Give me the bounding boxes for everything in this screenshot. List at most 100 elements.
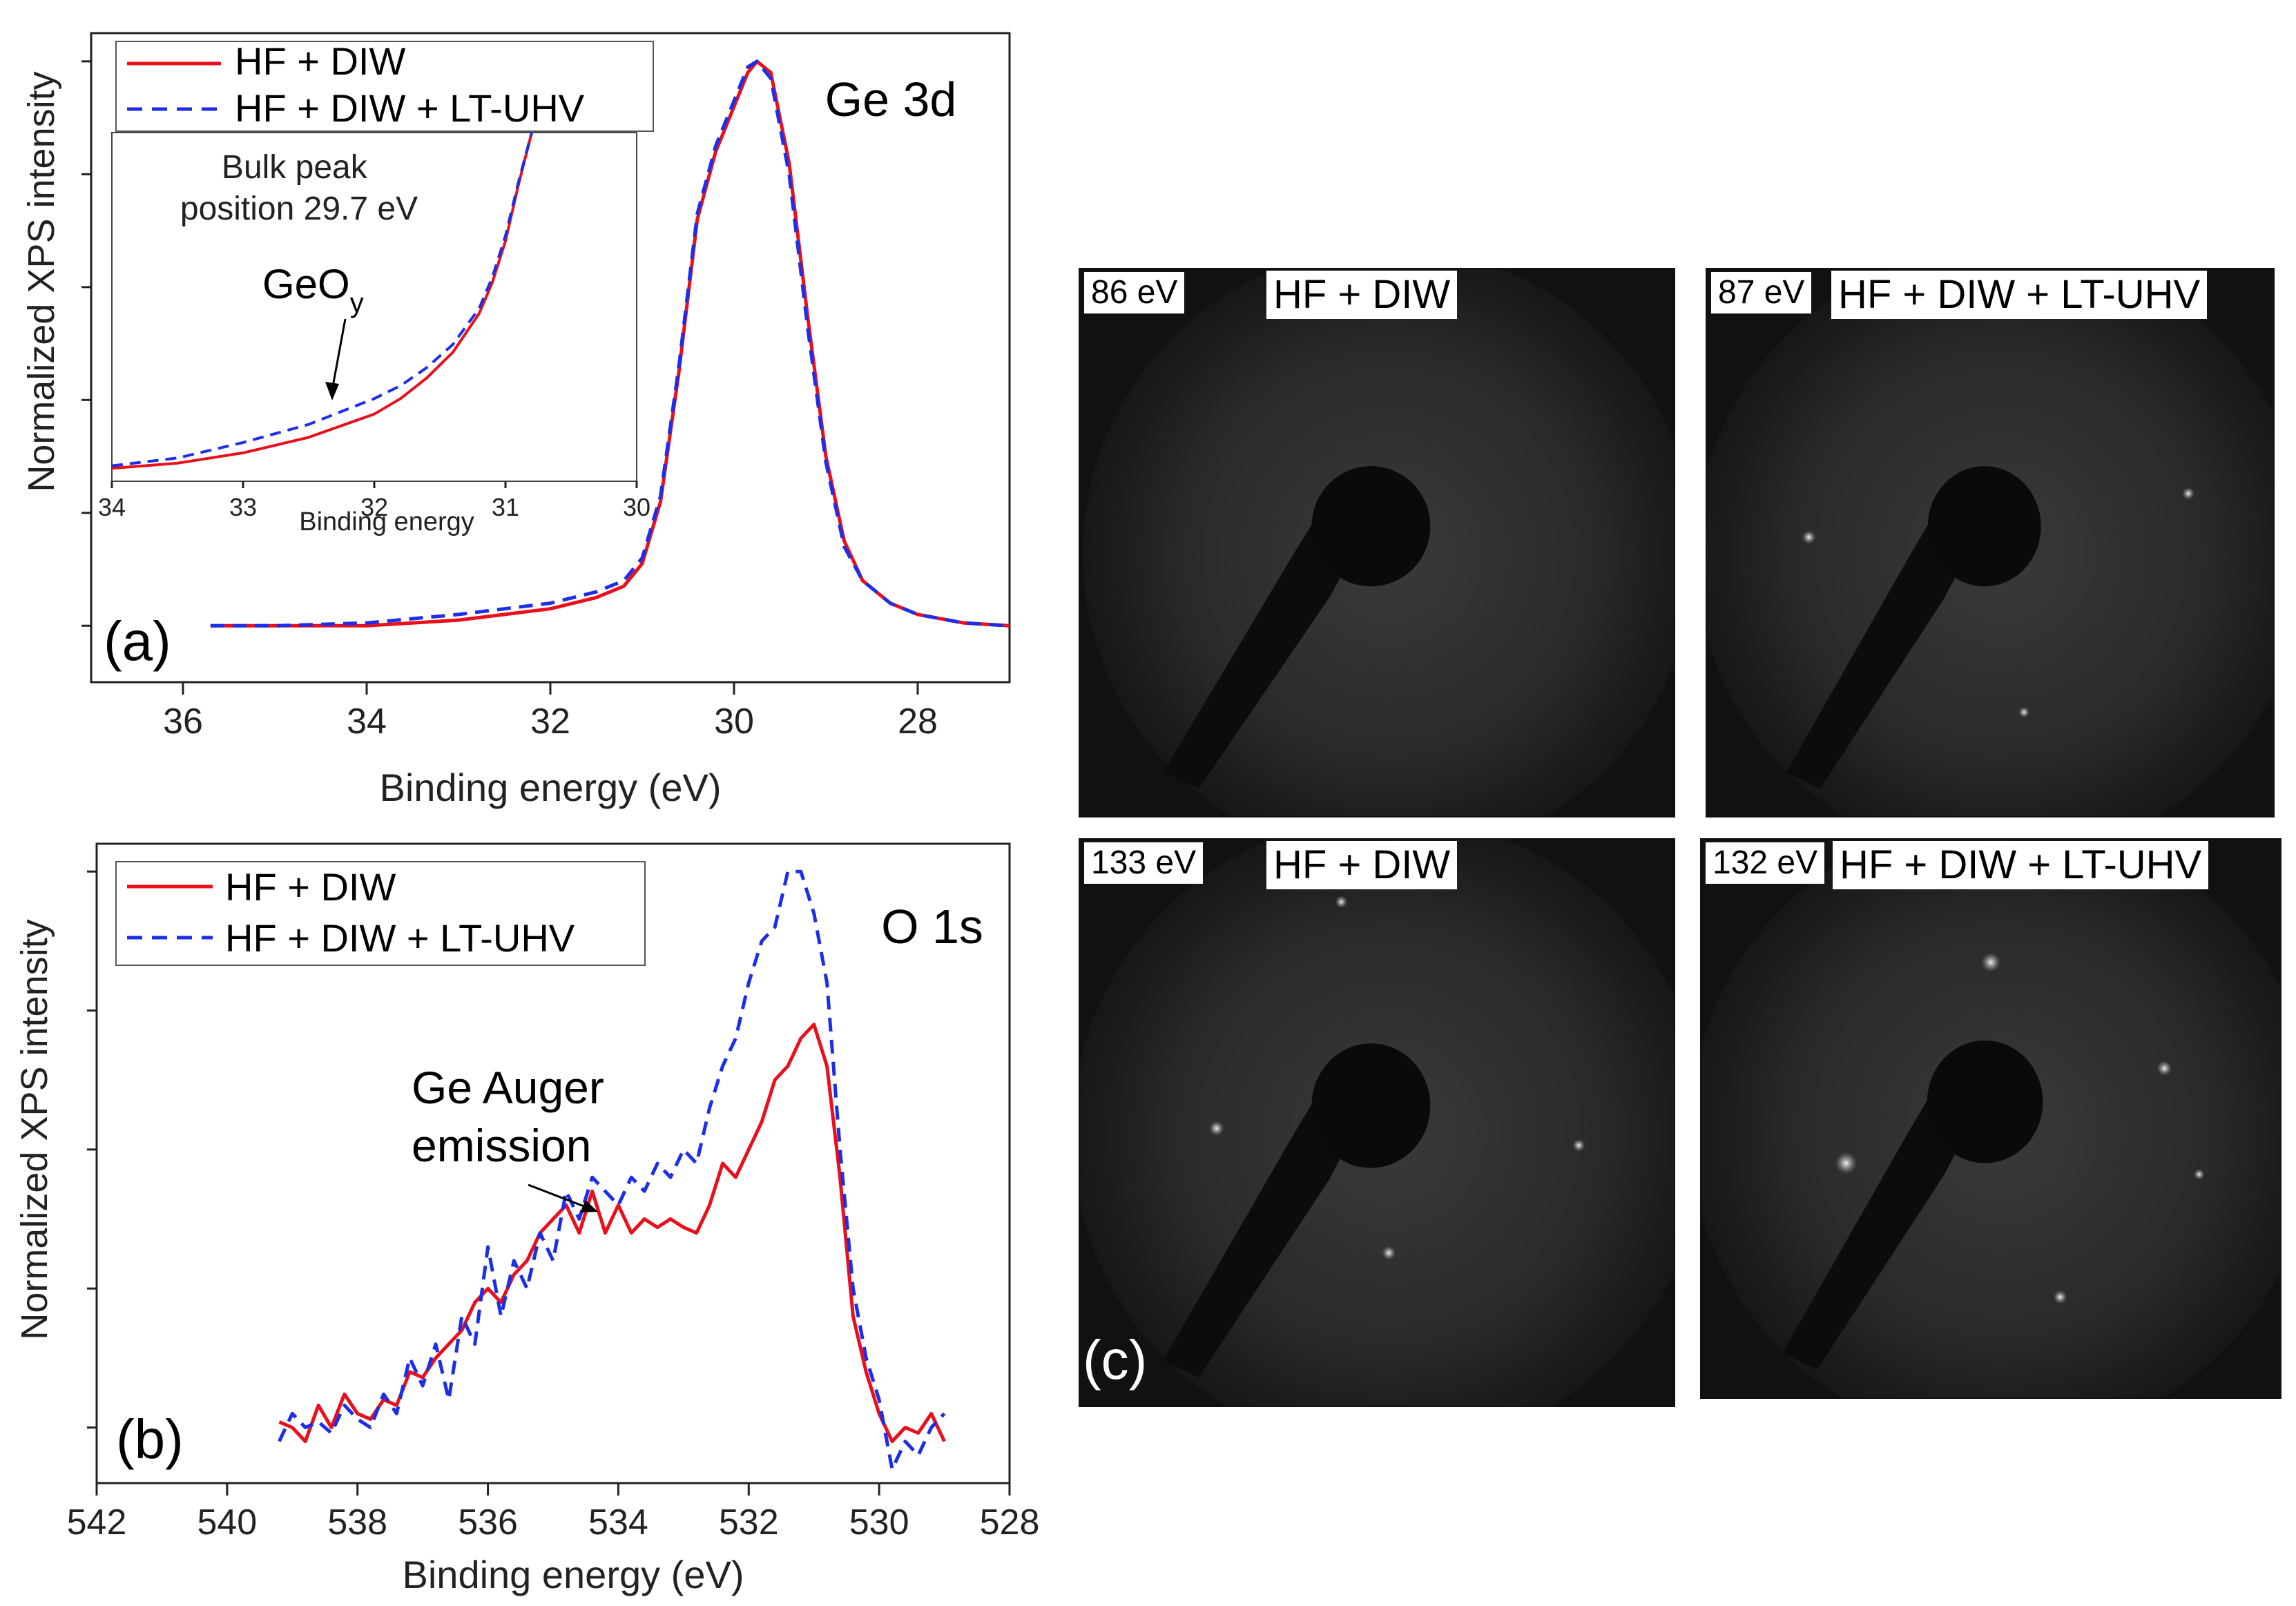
panel-a-inset-frame [111,132,637,482]
panel-b-xtick-label-7: 528 [980,1502,1040,1542]
ge-auger-line-1: Ge Auger [412,1062,604,1113]
inset-xtick-label-1: 33 [229,493,257,521]
inset-annotation-bulk-peak: Bulk peak position 29.7 eV [180,149,418,227]
leed-treatment-label-3: HF + DIW + LT-UHV [1833,841,2209,889]
panel-b-series [278,869,946,1471]
leed-gun-arm-3 [1782,1090,1968,1370]
leed-gun-head-3 [1927,1040,2043,1163]
panel-b-label: (b) [116,1409,184,1470]
panel-a-xlabel: Binding energy (eV) [380,766,722,809]
panel-b-xtick-label-5: 532 [719,1502,779,1542]
inset-annotation-line-1: Bulk peak [222,149,368,186]
leed-diffraction-spot-2-3 [1572,1139,1585,1152]
leed-gun-arm-0 [1163,515,1353,789]
panel-a-y-ticks [81,60,91,627]
inset-x-ticks: 34 33 32 31 30 [98,481,650,521]
leed-gun-head-2 [1311,1043,1431,1168]
leed-treatment-label-1: HF + DIW + LT-UHV [1831,271,2208,319]
panel-b-title-o1s: O 1s [881,900,983,954]
panel-a-xtick-label-0: 36 [163,702,203,742]
leed-screen-1 [1707,269,2273,816]
inset-xtick-label-4: 30 [623,493,650,521]
panel-a-legend: HF + DIW HF + DIW + LT-UHV [115,39,654,132]
inset-annotation-geoy: GeOy [262,261,364,318]
leed-treatment-label-0: HF + DIW [1266,271,1458,319]
panel-b-series-0 [278,1023,946,1444]
panel-a-legend-label-0: HF + DIW [235,39,405,83]
inset-xtick-label-0: 34 [98,493,126,521]
panel-a-series-1 [210,59,1010,628]
panel-a-xtick-label-2: 32 [530,702,570,742]
inset-series-1 [111,132,533,467]
ge-auger-arrow [528,1183,586,1208]
leed-diffraction-spot-1-0 [1802,530,1816,545]
leed-diffraction-spot-2-0 [1335,896,1348,909]
panel-a-ylabel: Normalized XPS intensity [21,71,62,492]
panel-b-legend-label-1: HF + DIW + LT-UHV [225,916,575,960]
leed-gun-arm-2 [1163,1094,1353,1377]
panel-a-label: (a) [104,610,171,672]
panel-a-xtick-label-1: 34 [347,702,387,742]
inset-geoy-main: GeO [262,261,350,307]
panel-a-title-ge3d: Ge 3d [825,72,957,126]
inset-geoy-arrow [331,318,347,391]
panel-b-xlabel: Binding energy (eV) [403,1553,744,1596]
leed-diffraction-spot-3-1 [1835,1152,1858,1174]
panel-b-x-ticks: 542 540 538 536 534 532 530 528 [67,1483,1040,1542]
panel-b-xtick-label-6: 530 [849,1502,909,1542]
panel-a-ge3d-chart: 36 34 32 30 28 Binding energy (eV) Normalize… [21,32,1011,809]
leed-energy-label-2: 133 eV [1084,842,1204,884]
leed-screen-0 [1080,269,1674,816]
panel-b-annotation-ge-auger: Ge Auger emission [412,1062,617,1171]
leed-diffraction-spot-2-2 [1382,1246,1396,1260]
leed-diffraction-spot-3-3 [2053,1290,2067,1304]
panel-c-label: (c) [1083,1329,1148,1391]
leed-diffraction-spot-3-4 [2193,1168,2205,1180]
panel-a-series [210,59,1010,628]
ge-auger-line-2: emission [412,1120,591,1171]
inset-xlabel: Binding energy [299,507,474,536]
panel-b-y-ticks [87,870,97,1429]
panel-b-legend-label-0: HF + DIW [225,865,396,909]
inset-annotation-line-2: position 29.7 eV [180,191,418,227]
leed-gun-head-1 [1927,466,2041,587]
leed-energy-label-1: 87 eV [1711,272,1812,313]
panel-b-xtick-label-0: 542 [67,1502,127,1542]
panel-b-ylabel: Normalized XPS intensity [14,919,55,1339]
leed-image-hf-diw-ltuhv-87ev: 87 eV HF + DIW + LT-UHV [1706,268,2275,817]
panel-b-xtick-label-4: 534 [588,1502,648,1542]
panel-b-xtick-label-1: 540 [197,1502,257,1542]
leed-energy-label-0: 86 eV [1084,272,1185,313]
leed-diffraction-spot-3-2 [2157,1061,2172,1076]
leed-gun-arm-1 [1786,515,1968,789]
leed-energy-label-3: 132 eV [1706,842,1825,884]
leed-image-hf-diw-86ev: 86 eV HF + DIW [1079,268,1675,817]
inset-series-0 [111,132,533,470]
leed-image-hf-diw-133ev: 133 eV HF + DIW [1079,838,1675,1407]
panel-b-series-1 [278,869,946,1471]
panel-a-xtick-label-3: 30 [714,702,754,742]
panel-b-xtick-label-2: 538 [327,1502,387,1542]
panel-a-legend-box [115,41,654,132]
panel-b-plot-frame [95,842,1011,1484]
leed-diffraction-spot-1-2 [2018,706,2030,718]
leed-diffraction-spot-1-1 [2182,487,2194,500]
leed-diffraction-spot-3-0 [1981,952,2000,972]
panel-a-x-ticks: 36 34 32 30 28 [163,682,938,742]
leed-diffraction-spot-2-1 [1208,1121,1224,1136]
inset-xtick-label-2: 32 [360,493,388,521]
inset-geoy-arrowhead [325,382,339,400]
leed-gun-head-0 [1311,466,1431,587]
panel-b-o1s-chart: 542 540 538 536 534 532 530 528 Binding energy … [14,842,1040,1596]
leed-screen-2 [1080,840,1674,1406]
inset-series [111,132,533,470]
panel-b-legend: HF + DIW HF + DIW + LT-UHV [115,861,646,966]
leed-image-hf-diw-ltuhv-132ev: 132 eV HF + DIW + LT-UHV [1700,838,2281,1399]
ge-auger-arrowhead [580,1200,598,1212]
inset-xtick-label-3: 31 [492,493,519,521]
panel-a-xtick-label-4: 28 [898,702,938,742]
panel-b-xtick-label-3: 536 [458,1502,518,1542]
panel-a-series-0 [210,59,1010,628]
inset-geoy-subscript: y [350,288,364,318]
